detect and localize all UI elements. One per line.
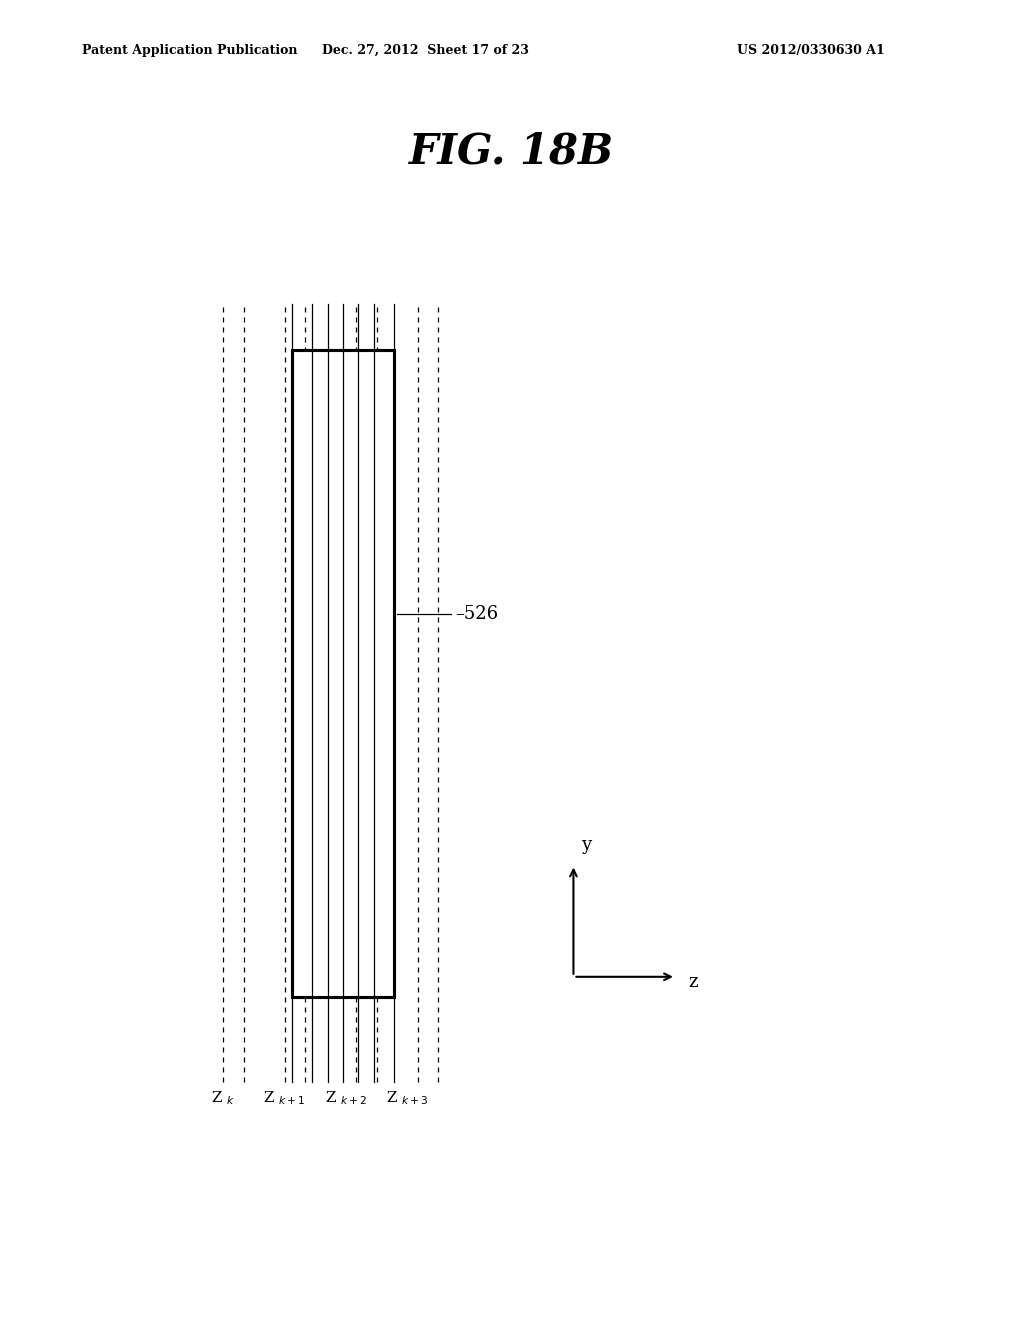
Text: Z $_{k+1}$: Z $_{k+1}$ xyxy=(263,1089,306,1106)
Text: Patent Application Publication: Patent Application Publication xyxy=(82,44,297,57)
Bar xyxy=(292,350,394,997)
Text: Z $_{k+2}$: Z $_{k+2}$ xyxy=(325,1089,368,1106)
Text: –526: –526 xyxy=(456,605,499,623)
Text: US 2012/0330630 A1: US 2012/0330630 A1 xyxy=(737,44,885,57)
Text: Z $_{k}$: Z $_{k}$ xyxy=(211,1089,236,1106)
Text: FIG. 18B: FIG. 18B xyxy=(410,131,614,173)
Text: Z $_{k+3}$: Z $_{k+3}$ xyxy=(386,1089,429,1106)
Text: z: z xyxy=(688,973,697,991)
Text: Dec. 27, 2012  Sheet 17 of 23: Dec. 27, 2012 Sheet 17 of 23 xyxy=(322,44,528,57)
Bar xyxy=(292,350,394,997)
Text: y: y xyxy=(581,836,591,854)
